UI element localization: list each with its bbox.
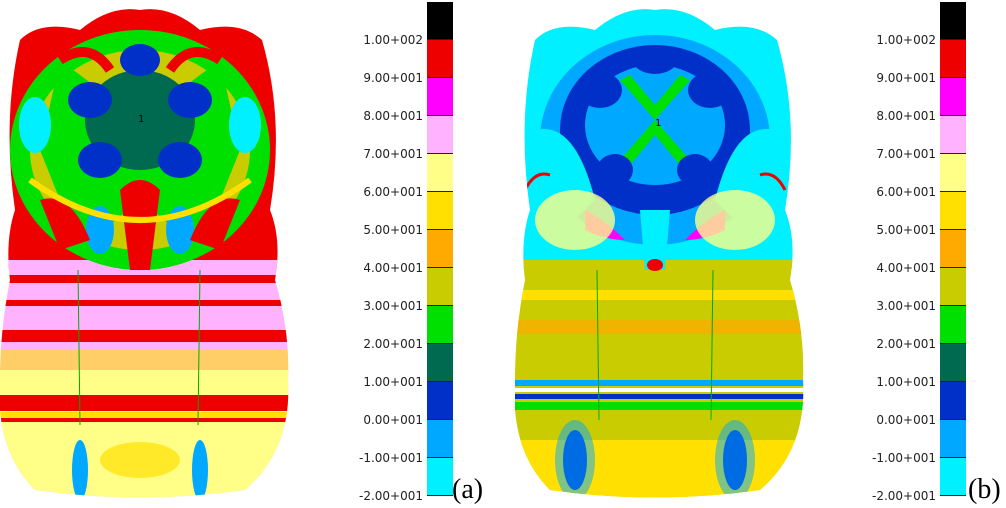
legend-swatch <box>940 154 966 192</box>
legend-label: 0.00+001 <box>876 413 936 427</box>
contour-model-a: 1 <box>0 9 289 498</box>
legend-label: 7.00+001 <box>876 147 936 161</box>
legend-label: 2.00+001 <box>876 337 936 351</box>
legend-swatch <box>427 78 453 116</box>
legend-swatch <box>427 230 453 268</box>
model-body-a <box>0 9 289 498</box>
legend-swatch <box>427 382 453 420</box>
legend-swatch <box>940 382 966 420</box>
legend-label: -1.00+001 <box>871 451 936 465</box>
legend-swatch <box>940 2 966 40</box>
legend-swatch <box>940 458 966 496</box>
node-label-a: 1 <box>138 114 144 125</box>
legend-swatch <box>940 268 966 306</box>
legend-swatch <box>427 40 453 78</box>
figure-panel-a: 1 1.00+002 9.00+001 8.00+001 7.00+001 6.00+0… <box>0 0 484 508</box>
legend-label: 0.00+001 <box>363 413 423 427</box>
panel-tag-b: (b) <box>968 474 1001 505</box>
legend-label: 6.00+001 <box>363 185 423 199</box>
legend-label: 1.00+002 <box>363 33 423 47</box>
contour-model-b: 1 <box>515 9 804 498</box>
legend-swatch <box>427 154 453 192</box>
legend-swatch <box>940 192 966 230</box>
legend-label: 3.00+001 <box>876 299 936 313</box>
legend-label: -1.00+001 <box>358 451 423 465</box>
legend-label: 2.00+001 <box>363 337 423 351</box>
legend-swatch <box>427 344 453 382</box>
color-legend-b: 1.00+002 9.00+001 8.00+001 7.00+001 6.00+001… <box>870 0 970 508</box>
legend-label: 9.00+001 <box>876 71 936 85</box>
legend-label: 3.00+001 <box>363 299 423 313</box>
legend-swatch <box>427 192 453 230</box>
legend-swatch <box>427 306 453 344</box>
panel-tag-a: (a) <box>452 474 484 505</box>
legend-label: 9.00+001 <box>363 71 423 85</box>
node-label-b: 1 <box>655 118 661 129</box>
legend-swatch <box>940 230 966 268</box>
legend-label: 1.00+001 <box>876 375 936 389</box>
legend-label: 5.00+001 <box>363 223 423 237</box>
legend-swatch <box>427 2 453 40</box>
model-body-b <box>515 9 804 498</box>
legend-label: 4.00+001 <box>363 261 423 275</box>
legend-bar-a <box>427 2 453 496</box>
legend-swatch <box>940 78 966 116</box>
legend-swatch <box>940 306 966 344</box>
legend-label: 8.00+001 <box>363 109 423 123</box>
legend-label: 5.00+001 <box>876 223 936 237</box>
legend-label: -2.00+001 <box>871 489 936 503</box>
legend-label: 7.00+001 <box>363 147 423 161</box>
legend-bar-b <box>940 2 966 496</box>
legend-swatch <box>427 268 453 306</box>
figure-panel-b: 1 1.00+002 9.00+001 8.00+001 7.00+001 6.00+0… <box>503 0 1006 508</box>
legend-label: 6.00+001 <box>876 185 936 199</box>
legend-swatch <box>427 420 453 458</box>
legend-label: 8.00+001 <box>876 109 936 123</box>
legend-swatch <box>940 420 966 458</box>
legend-label: 1.00+001 <box>363 375 423 389</box>
legend-label: 1.00+002 <box>876 33 936 47</box>
legend-swatch <box>940 344 966 382</box>
legend-label: 4.00+001 <box>876 261 936 275</box>
legend-swatch <box>940 116 966 154</box>
legend-swatch <box>427 116 453 154</box>
legend-label: -2.00+001 <box>358 489 423 503</box>
legend-swatch <box>427 458 453 496</box>
color-legend-a: 1.00+002 9.00+001 8.00+001 7.00+001 6.00+001… <box>357 0 457 508</box>
legend-swatch <box>940 40 966 78</box>
